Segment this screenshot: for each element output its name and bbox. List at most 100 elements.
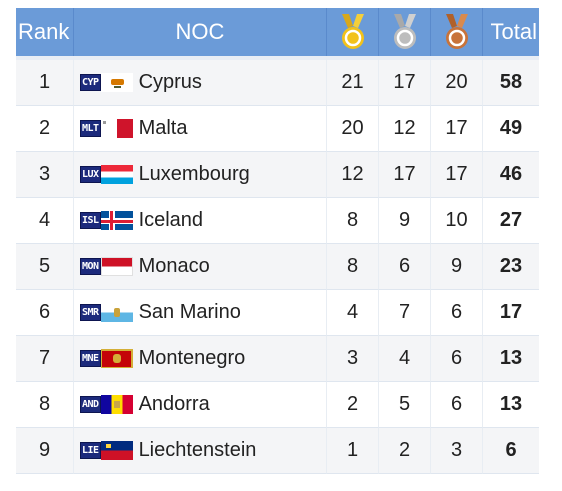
noc-cell: AND Andorra xyxy=(74,382,327,428)
noc-code: LUX xyxy=(80,166,101,183)
rank-cell: 9 xyxy=(16,428,74,474)
noc-cell: LUX Luxembourg xyxy=(74,152,327,198)
total-count: 58 xyxy=(483,56,539,106)
total-count: 46 xyxy=(483,152,539,198)
table-row: 3 LUX Luxembourg 12 17 17 46 xyxy=(16,152,539,198)
table-row: 4 ISL Iceland 8 9 10 27 xyxy=(16,198,539,244)
noc-code: CYP xyxy=(80,74,101,91)
silver-count: 6 xyxy=(379,244,431,290)
rank-cell: 3 xyxy=(16,152,74,198)
gold-count: 21 xyxy=(327,56,379,106)
montenegro-flag-icon xyxy=(100,349,133,368)
gold-count: 20 xyxy=(327,106,379,152)
noc-code: MON xyxy=(80,258,101,275)
total-header: Total xyxy=(483,8,539,56)
noc-cell: CYP Cyprus xyxy=(74,56,327,106)
gold-count: 1 xyxy=(327,428,379,474)
total-count: 6 xyxy=(483,428,539,474)
noc-cell: SMR San Marino xyxy=(74,290,327,336)
silver-count: 4 xyxy=(379,336,431,382)
cyprus-flag-icon xyxy=(100,73,133,92)
country-name: Montenegro xyxy=(138,347,246,369)
liechtenstein-flag-icon xyxy=(100,441,133,460)
table-row: 9 LIE Liechtenstein 1 2 3 6 xyxy=(16,428,539,474)
total-count: 27 xyxy=(483,198,539,244)
silver-count: 7 xyxy=(379,290,431,336)
country-name: San Marino xyxy=(138,301,241,323)
silver-count: 5 xyxy=(379,382,431,428)
san-marino-flag-icon xyxy=(100,303,133,322)
country-name: Luxembourg xyxy=(138,163,250,185)
total-count: 49 xyxy=(483,106,539,152)
bronze-count: 20 xyxy=(431,56,483,106)
malta-flag-icon xyxy=(100,119,133,138)
bronze-count: 17 xyxy=(431,106,483,152)
rank-cell: 1 xyxy=(16,56,74,106)
total-count: 23 xyxy=(483,244,539,290)
silver-count: 12 xyxy=(379,106,431,152)
table-row: 1 CYP Cyprus 21 17 20 58 xyxy=(16,56,539,106)
silver-medal-icon xyxy=(393,14,416,49)
silver-count: 17 xyxy=(379,56,431,106)
noc-code: AND xyxy=(80,396,101,413)
silver-count: 9 xyxy=(379,198,431,244)
bronze-count: 6 xyxy=(431,382,483,428)
luxembourg-flag-icon xyxy=(100,165,133,184)
country-name: Iceland xyxy=(138,209,204,231)
noc-cell: MON Monaco xyxy=(74,244,327,290)
noc-cell: MLT Malta xyxy=(74,106,327,152)
gold-count: 8 xyxy=(327,198,379,244)
bronze-medal-icon xyxy=(445,14,468,49)
gold-header xyxy=(327,8,379,56)
silver-header xyxy=(379,8,431,56)
noc-cell: ISL Iceland xyxy=(74,198,327,244)
bronze-header xyxy=(431,8,483,56)
table-row: 5 MON Monaco 8 6 9 23 xyxy=(16,244,539,290)
total-count: 13 xyxy=(483,382,539,428)
table-row: 2 MLT Malta 20 12 17 49 xyxy=(16,106,539,152)
rank-cell: 2 xyxy=(16,106,74,152)
rank-cell: 7 xyxy=(16,336,74,382)
bronze-count: 10 xyxy=(431,198,483,244)
table-row: 6 SMR San Marino 4 7 6 17 xyxy=(16,290,539,336)
rank-header: Rank xyxy=(16,8,74,56)
noc-code: SMR xyxy=(80,304,101,321)
noc-header: NOC xyxy=(74,8,327,56)
medal-table-container: Rank NOC xyxy=(16,8,539,474)
bronze-count: 6 xyxy=(431,290,483,336)
rank-cell: 8 xyxy=(16,382,74,428)
total-count: 13 xyxy=(483,336,539,382)
rank-cell: 4 xyxy=(16,198,74,244)
silver-count: 17 xyxy=(379,152,431,198)
country-name: Malta xyxy=(138,117,188,139)
noc-code: LIE xyxy=(80,442,101,459)
gold-medal-icon xyxy=(341,14,364,49)
gold-count: 8 xyxy=(327,244,379,290)
rank-cell: 6 xyxy=(16,290,74,336)
total-count: 17 xyxy=(483,290,539,336)
bronze-count: 6 xyxy=(431,336,483,382)
rank-cell: 5 xyxy=(16,244,74,290)
country-name: Cyprus xyxy=(138,71,202,93)
bronze-count: 3 xyxy=(431,428,483,474)
gold-count: 12 xyxy=(327,152,379,198)
bronze-count: 9 xyxy=(431,244,483,290)
noc-code: MNE xyxy=(80,350,101,367)
gold-count: 3 xyxy=(327,336,379,382)
monaco-flag-icon xyxy=(100,257,133,276)
country-name: Andorra xyxy=(138,393,210,415)
header-row: Rank NOC xyxy=(16,8,539,56)
gold-count: 4 xyxy=(327,290,379,336)
table-row: 8 AND Andorra 2 5 6 13 xyxy=(16,382,539,428)
country-name: Monaco xyxy=(138,255,210,277)
silver-count: 2 xyxy=(379,428,431,474)
andorra-flag-icon xyxy=(100,395,133,414)
table-row: 7 MNE Montenegro 3 4 6 13 xyxy=(16,336,539,382)
gold-count: 2 xyxy=(327,382,379,428)
country-name: Liechtenstein xyxy=(138,439,257,461)
medal-table: Rank NOC xyxy=(16,8,539,474)
noc-code: MLT xyxy=(80,120,101,137)
noc-cell: LIE Liechtenstein xyxy=(74,428,327,474)
noc-code: ISL xyxy=(80,212,101,229)
noc-cell: MNE Montenegro xyxy=(74,336,327,382)
